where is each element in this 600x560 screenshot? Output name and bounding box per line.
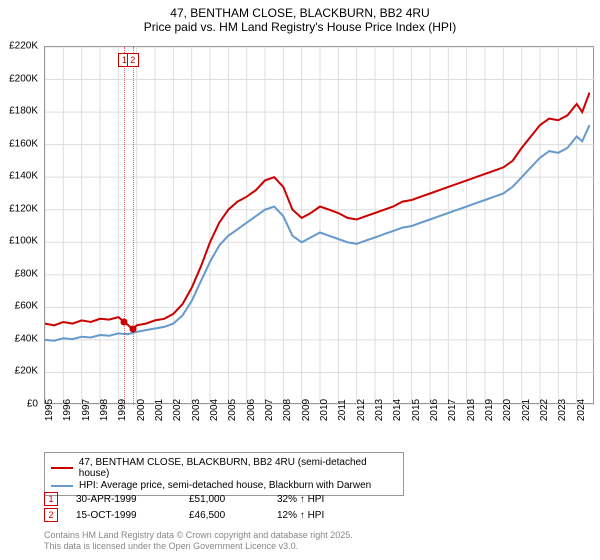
x-tick-label: 2012 — [356, 399, 367, 421]
x-tick-label: 2009 — [301, 399, 312, 421]
transaction-price: £46,500 — [189, 510, 259, 521]
x-tick-label: 1999 — [117, 399, 128, 421]
x-tick-label: 2011 — [337, 399, 348, 421]
x-tick-label: 2014 — [392, 399, 403, 421]
y-tick-label: £140K — [9, 171, 38, 182]
legend-swatch — [51, 467, 73, 469]
attribution-line: This data is licensed under the Open Gov… — [44, 541, 353, 552]
legend-swatch — [51, 485, 73, 487]
transaction-list: 1 30-APR-1999 £51,000 32% ↑ HPI 2 15-OCT… — [44, 490, 594, 524]
x-tick-label: 2010 — [319, 399, 330, 421]
x-tick-label: 2002 — [172, 399, 183, 421]
x-tick-label: 2008 — [282, 399, 293, 421]
x-tick-label: 2017 — [447, 399, 458, 421]
x-tick-label: 2016 — [429, 399, 440, 421]
transaction-row: 2 15-OCT-1999 £46,500 12% ↑ HPI — [44, 508, 594, 522]
x-tick-label: 2020 — [502, 399, 513, 421]
x-tick-label: 2022 — [539, 399, 550, 421]
x-tick-label: 2001 — [154, 399, 165, 421]
transaction-delta: 32% ↑ HPI — [277, 494, 324, 505]
y-tick-label: £200K — [9, 73, 38, 84]
x-tick-label: 1995 — [44, 399, 55, 421]
marker-line — [124, 47, 125, 405]
x-tick-label: 2000 — [136, 399, 147, 421]
x-tick-label: 2019 — [484, 399, 495, 421]
x-tick-label: 2024 — [576, 399, 587, 421]
y-tick-label: £0 — [27, 399, 38, 410]
x-tick-label: 2003 — [191, 399, 202, 421]
x-tick-label: 2021 — [521, 399, 532, 421]
marker-dot — [121, 319, 128, 326]
x-tick-label: 2006 — [246, 399, 257, 421]
y-tick-label: £80K — [15, 268, 38, 279]
y-tick-label: £60K — [15, 301, 38, 312]
transaction-date: 30-APR-1999 — [76, 494, 171, 505]
chart-plot-area: 12 — [44, 46, 594, 404]
y-tick-label: £40K — [15, 333, 38, 344]
y-tick-label: £20K — [15, 366, 38, 377]
marker-dot — [129, 326, 136, 333]
y-tick-label: £120K — [9, 203, 38, 214]
x-tick-label: 2007 — [264, 399, 275, 421]
y-tick-label: £160K — [9, 138, 38, 149]
marker-number-box: 2 — [127, 53, 139, 67]
transaction-delta: 12% ↑ HPI — [277, 510, 324, 521]
x-tick-label: 1998 — [99, 399, 110, 421]
legend-label: 47, BENTHAM CLOSE, BLACKBURN, BB2 4RU (s… — [79, 457, 397, 479]
y-tick-label: £100K — [9, 236, 38, 247]
y-tick-label: £180K — [9, 106, 38, 117]
transaction-number-box: 2 — [44, 508, 58, 522]
attribution-line: Contains HM Land Registry data © Crown c… — [44, 530, 353, 541]
x-tick-label: 2004 — [209, 399, 220, 421]
transaction-date: 15-OCT-1999 — [76, 510, 171, 521]
y-axis: £0£20K£40K£60K£80K£100K£120K£140K£160K£1… — [0, 46, 40, 404]
x-tick-label: 1996 — [62, 399, 73, 421]
attribution: Contains HM Land Registry data © Crown c… — [44, 530, 353, 553]
x-tick-label: 2005 — [227, 399, 238, 421]
transaction-number-box: 1 — [44, 492, 58, 506]
transaction-row: 1 30-APR-1999 £51,000 32% ↑ HPI — [44, 492, 594, 506]
y-tick-label: £220K — [9, 41, 38, 52]
x-tick-label: 2023 — [557, 399, 568, 421]
x-tick-label: 2013 — [374, 399, 385, 421]
x-tick-label: 2018 — [466, 399, 477, 421]
chart-svg — [45, 47, 595, 405]
transaction-price: £51,000 — [189, 494, 259, 505]
title-sub: Price paid vs. HM Land Registry's House … — [0, 20, 600, 34]
marker-line — [133, 47, 134, 405]
x-tick-label: 2015 — [411, 399, 422, 421]
legend-item: 47, BENTHAM CLOSE, BLACKBURN, BB2 4RU (s… — [51, 457, 397, 479]
title-main: 47, BENTHAM CLOSE, BLACKBURN, BB2 4RU — [0, 6, 600, 20]
x-axis: 1995199619971998199920002001200220032004… — [44, 406, 594, 450]
x-tick-label: 1997 — [81, 399, 92, 421]
chart-title-block: 47, BENTHAM CLOSE, BLACKBURN, BB2 4RU Pr… — [0, 0, 600, 34]
